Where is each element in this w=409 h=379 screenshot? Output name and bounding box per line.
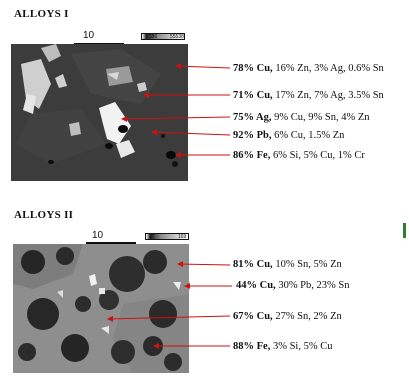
label-major: 75% Ag, bbox=[233, 112, 272, 123]
label-minor: 6% Cu, 1.5% Zn bbox=[271, 130, 345, 141]
annotation-arrow bbox=[107, 315, 231, 322]
colorbar-min: 37 bbox=[149, 234, 155, 240]
label-minor: 6% Si, 5% Cu, 1% Cr bbox=[270, 150, 365, 161]
label-minor: 3% Si, 5% Cu bbox=[270, 341, 333, 352]
label-minor: 10% Sn, 5% Zn bbox=[272, 259, 342, 270]
micrograph-alloys-2 bbox=[13, 244, 189, 373]
composition-label: 67% Cu, 27% Sn, 2% Zn bbox=[233, 311, 342, 322]
annotation-arrow bbox=[121, 115, 231, 122]
composition-label: 78% Cu, 16% Zn, 3% Ag, 0.6% Sn bbox=[233, 63, 384, 74]
colorbar-min: 7386 bbox=[146, 34, 158, 40]
composition-label: 71% Cu, 17% Zn, 7% Ag, 3.5% Sn bbox=[233, 90, 384, 101]
label-major: 78% Cu, bbox=[233, 63, 273, 74]
annotation-arrow bbox=[177, 261, 231, 268]
label-major: 86% Fe, bbox=[233, 150, 271, 161]
composition-label: 92% Pb, 6% Cu, 1.5% Zn bbox=[233, 130, 344, 141]
composition-label: 81% Cu, 10% Sn, 5% Zn bbox=[233, 259, 342, 270]
label-major: 88% Fe, bbox=[233, 341, 271, 352]
micrograph-alloys-1 bbox=[11, 44, 188, 181]
label-major: 67% Cu, bbox=[233, 311, 273, 322]
label-major: 81% Cu, bbox=[233, 259, 273, 270]
colorbar-max: 169 bbox=[178, 234, 187, 240]
panel-title-alloys-2: ALLOYS II bbox=[14, 209, 74, 221]
intensity-colorbar bbox=[145, 233, 189, 240]
label-minor: 27% Sn, 2% Zn bbox=[272, 311, 342, 322]
label-minor: 30% Pb, 23% Sn bbox=[275, 280, 350, 291]
label-minor: 17% Zn, 7% Ag, 3.5% Sn bbox=[272, 90, 384, 101]
composition-label: 75% Ag, 9% Cu, 9% Sn, 4% Zn bbox=[233, 112, 370, 123]
label-major: 92% Pb, bbox=[233, 130, 272, 141]
composition-label: 44% Cu, 30% Pb, 23% Sn bbox=[236, 280, 350, 291]
composition-label: 86% Fe, 6% Si, 5% Cu, 1% Cr bbox=[233, 150, 365, 161]
label-minor: 16% Zn, 3% Ag, 0.6% Sn bbox=[272, 63, 384, 74]
panel-title-alloys-1: ALLOYS I bbox=[14, 8, 69, 20]
label-minor: 9% Cu, 9% Sn, 4% Zn bbox=[271, 112, 370, 123]
intensity-colorbar bbox=[141, 33, 185, 40]
colorbar-max: 55538 bbox=[170, 34, 184, 40]
side-accent-mark bbox=[403, 223, 406, 238]
annotation-arrow bbox=[175, 63, 231, 70]
annotation-arrow bbox=[151, 129, 231, 136]
label-major: 44% Cu, bbox=[236, 280, 276, 291]
composition-label: 88% Fe, 3% Si, 5% Cu bbox=[233, 341, 332, 352]
scale-bar bbox=[86, 242, 136, 244]
label-major: 71% Cu, bbox=[233, 90, 273, 101]
